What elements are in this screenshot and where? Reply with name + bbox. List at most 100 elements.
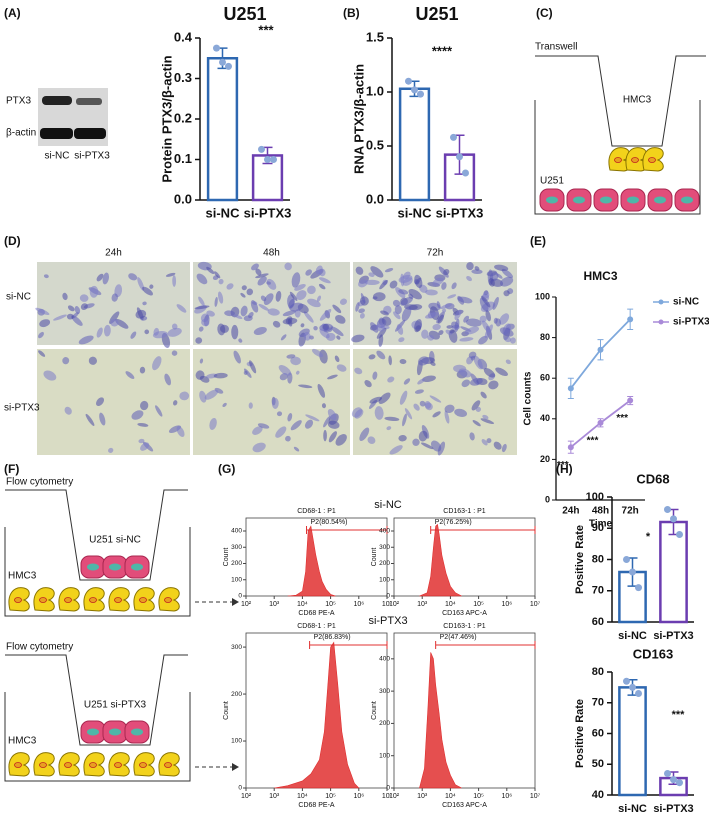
cell-stain [195, 370, 205, 380]
cell-stain [35, 307, 50, 316]
panel-label: (E) [530, 234, 546, 248]
cell-stain [459, 337, 474, 342]
panel-label: (C) [536, 6, 553, 20]
cell-stain [360, 293, 366, 304]
data-point [676, 531, 683, 538]
x-axis-label: CD68 PE-A [298, 802, 335, 809]
cell-stain [66, 313, 74, 320]
nucleus [14, 597, 22, 603]
cell-stain [437, 314, 444, 324]
cell-stain [62, 357, 70, 365]
cell-stain [471, 269, 483, 274]
y-tick-label: 0 [386, 785, 390, 792]
micrograph [193, 261, 350, 347]
cell-stain [323, 327, 333, 333]
cell-stain [374, 406, 384, 420]
x-tick-label: si-NC [618, 803, 647, 815]
column-label: 72h [427, 248, 444, 259]
cell-stain [393, 311, 401, 320]
y-tick-label: 80 [540, 332, 550, 342]
micrograph [351, 262, 517, 347]
y-tick-label: 70 [592, 697, 604, 709]
cell-stain [412, 438, 420, 446]
cell-stain [248, 402, 253, 409]
cell-stain [125, 371, 135, 379]
cell-stain [275, 426, 287, 438]
marker [627, 397, 634, 404]
x-axis-label: CD163 APC-A [442, 610, 487, 617]
cell-stain [139, 366, 146, 374]
diagram-label: Flow cytometry [6, 642, 73, 653]
y-tick-label: 1.5 [366, 29, 384, 44]
y-tick-label: 40 [540, 413, 550, 423]
data-point [676, 779, 683, 787]
cell-stain [510, 337, 516, 344]
cell-stain [304, 419, 314, 429]
cell-stain [376, 327, 387, 339]
nucleus [131, 563, 143, 571]
cell-stain [327, 420, 340, 429]
cell-stain [399, 390, 408, 405]
x-tick-label: 10⁶ [501, 601, 512, 608]
data-point [629, 568, 636, 576]
y-tick-label: 0.0 [174, 191, 192, 206]
data-point [450, 133, 457, 141]
cell-stain [251, 263, 259, 271]
annotation: *** [587, 436, 599, 447]
cell-stain [80, 303, 88, 311]
x-tick-label: si-NC [206, 205, 241, 220]
y-tick-label: 300 [231, 644, 242, 651]
nucleus [139, 762, 147, 768]
cell-stain [95, 397, 105, 407]
cell-stain [339, 298, 348, 305]
cell-stain [334, 355, 340, 363]
legend-label: si-PTX3 [673, 317, 709, 328]
cell-stain [496, 273, 503, 279]
data-point [225, 62, 232, 70]
cell-stain [209, 417, 217, 430]
cell-stain [290, 420, 302, 431]
cell-stain [318, 277, 331, 284]
histogram-area [419, 523, 462, 597]
cell-stain [446, 325, 453, 329]
cell-stain [494, 264, 509, 272]
cell-stain [171, 350, 178, 356]
cell-stain [466, 262, 474, 271]
legend-swatch [658, 299, 664, 305]
x-tick-label: 10⁴ [297, 793, 308, 800]
cell-stain [74, 306, 81, 314]
cell-stain [323, 416, 331, 428]
cell-stain [135, 309, 147, 319]
cell-stain [368, 272, 375, 277]
nucleus [39, 762, 47, 768]
cell-stain [142, 301, 147, 306]
diagram-label: Flow cytometry [6, 477, 73, 488]
cell-stain [473, 355, 483, 370]
cell-stain [332, 304, 342, 314]
cell-stain [402, 413, 407, 427]
cell-stain [115, 318, 129, 329]
nucleus [164, 597, 172, 603]
y-tick-label: 200 [231, 691, 242, 698]
y-axis-label: Count [371, 701, 378, 720]
cell-stain [358, 308, 365, 314]
cell-stain [438, 330, 444, 335]
bar [206, 57, 239, 202]
cell-stain [398, 434, 407, 442]
cell-stain [451, 282, 457, 290]
y-axis-label: Count [371, 548, 378, 567]
nucleus [14, 762, 22, 768]
x-tick-label: si-PTX3 [244, 205, 292, 220]
cell-stain [199, 390, 207, 403]
cell-stain [501, 268, 514, 279]
marker [567, 385, 574, 392]
cell-stain [271, 397, 279, 409]
cell-stain [155, 405, 163, 417]
cell-stain [300, 323, 305, 328]
cell-stain [380, 310, 389, 316]
chart-title: CD163-1 : P1 [443, 623, 486, 630]
annotation: *** [616, 413, 628, 424]
cell-stain [96, 273, 104, 282]
cell-stain [137, 422, 149, 427]
